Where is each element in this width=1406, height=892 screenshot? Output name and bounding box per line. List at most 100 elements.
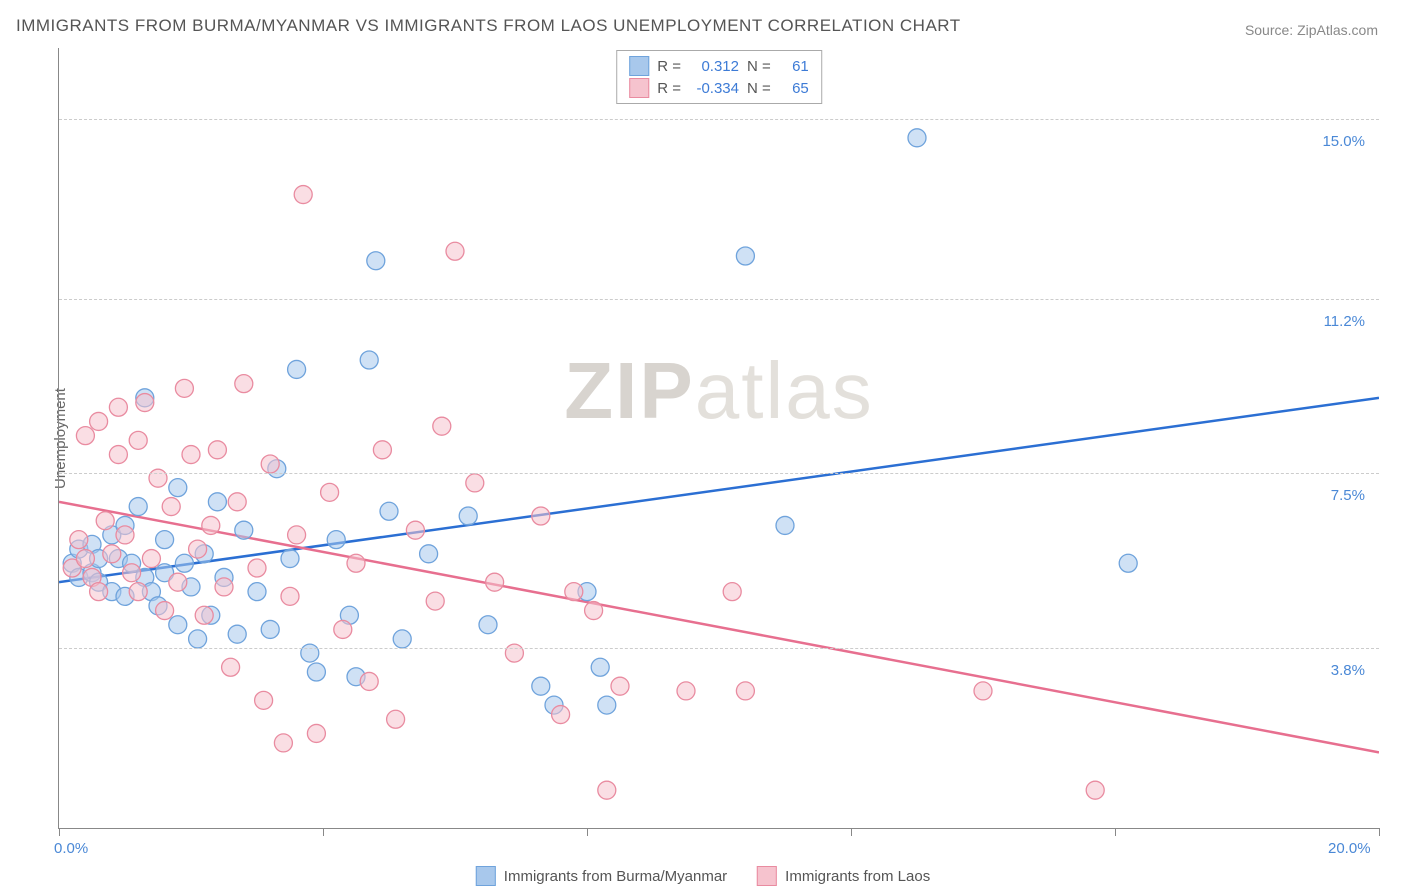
bottom-legend: Immigrants from Burma/Myanmar Immigrants…: [476, 866, 930, 886]
legend-chip-laos-icon: [757, 866, 777, 886]
data-point: [156, 564, 174, 582]
data-point: [347, 554, 365, 572]
data-point: [96, 512, 114, 530]
data-point: [393, 630, 411, 648]
data-point: [591, 658, 609, 676]
data-point: [156, 602, 174, 620]
legend-chip-burma: [629, 56, 649, 76]
data-point: [321, 483, 339, 501]
data-point: [347, 668, 365, 686]
data-point: [228, 625, 246, 643]
data-point: [195, 545, 213, 563]
data-point: [63, 559, 81, 577]
data-point: [189, 630, 207, 648]
data-point: [123, 564, 141, 582]
data-point: [195, 606, 213, 624]
data-point: [129, 498, 147, 516]
data-point: [109, 398, 127, 416]
data-point: [215, 568, 233, 586]
data-point: [334, 620, 352, 638]
data-point: [182, 578, 200, 596]
data-point: [228, 493, 246, 511]
data-point: [248, 583, 266, 601]
data-point: [736, 247, 754, 265]
stat-row-burma: R = 0.312 N = 61: [629, 55, 809, 77]
data-point: [367, 252, 385, 270]
chart-container: IMMIGRANTS FROM BURMA/MYANMAR VS IMMIGRA…: [0, 0, 1406, 892]
y-tick-label: 7.5%: [1331, 487, 1365, 504]
data-point: [208, 441, 226, 459]
x-tick: [323, 828, 324, 836]
data-point: [116, 526, 134, 544]
data-point: [109, 446, 127, 464]
legend-item-burma: Immigrants from Burma/Myanmar: [476, 866, 727, 886]
stat-r-burma: 0.312: [689, 58, 739, 75]
data-point: [136, 389, 154, 407]
data-point: [255, 691, 273, 709]
data-point: [380, 502, 398, 520]
data-point: [109, 550, 127, 568]
data-point: [545, 696, 563, 714]
stat-n-label: N =: [747, 58, 771, 75]
source-label: Source: ZipAtlas.com: [1245, 22, 1378, 38]
chart-title: IMMIGRANTS FROM BURMA/MYANMAR VS IMMIGRA…: [16, 16, 961, 36]
data-point: [565, 583, 583, 601]
data-point: [420, 545, 438, 563]
data-point: [83, 535, 101, 553]
x-tick-label: 20.0%: [1328, 840, 1371, 857]
data-point: [83, 564, 101, 582]
data-point: [307, 724, 325, 742]
data-point: [162, 498, 180, 516]
data-point: [532, 677, 550, 695]
data-point: [215, 578, 233, 596]
data-point: [307, 663, 325, 681]
data-point: [611, 677, 629, 695]
data-point: [327, 531, 345, 549]
data-point: [677, 682, 695, 700]
data-point: [182, 446, 200, 464]
x-tick: [587, 828, 588, 836]
data-point: [406, 521, 424, 539]
data-point: [1086, 781, 1104, 799]
x-tick: [851, 828, 852, 836]
x-tick: [59, 828, 60, 836]
regression-line: [59, 502, 1379, 753]
data-point: [235, 521, 253, 539]
y-tick-label: 3.8%: [1331, 662, 1365, 679]
stat-row-laos: R = -0.334 N = 65: [629, 77, 809, 99]
stat-n-laos: 65: [779, 80, 809, 97]
stat-n-burma: 61: [779, 58, 809, 75]
data-point: [505, 644, 523, 662]
data-point: [1119, 554, 1137, 572]
gridline: [59, 119, 1379, 120]
gridline: [59, 648, 1379, 649]
data-point: [129, 583, 147, 601]
data-point: [129, 431, 147, 449]
data-point: [598, 696, 616, 714]
legend-chip-laos: [629, 78, 649, 98]
data-point: [202, 516, 220, 534]
data-point: [222, 658, 240, 676]
data-point: [208, 493, 226, 511]
data-point: [169, 616, 187, 634]
data-point: [149, 597, 167, 615]
data-point: [123, 554, 141, 572]
data-point: [175, 379, 193, 397]
plot-area: ZIPatlas R = 0.312 N = 61 R = -0.334 N =…: [58, 48, 1379, 829]
stat-r-label: R =: [657, 58, 681, 75]
legend-label-burma: Immigrants from Burma/Myanmar: [504, 868, 727, 885]
data-point: [76, 550, 94, 568]
data-point: [532, 507, 550, 525]
data-point: [281, 550, 299, 568]
watermark: ZIPatlas: [564, 345, 873, 437]
data-point: [466, 474, 484, 492]
data-point: [585, 602, 603, 620]
data-point: [189, 540, 207, 558]
data-point: [142, 583, 160, 601]
data-point: [261, 455, 279, 473]
x-tick: [1379, 828, 1380, 836]
legend-chip-burma-icon: [476, 866, 496, 886]
data-point: [268, 460, 286, 478]
data-point: [142, 550, 160, 568]
data-point: [103, 545, 121, 563]
